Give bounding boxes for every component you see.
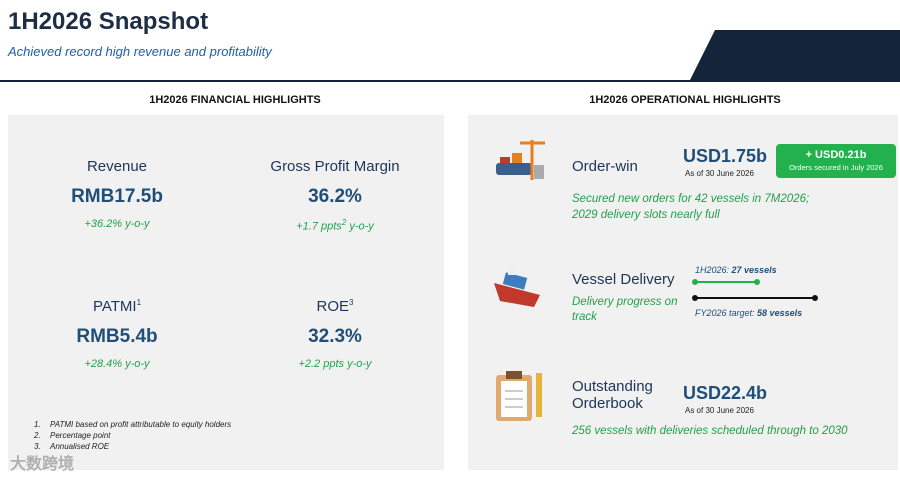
- badge-value: + USD0.21b: [805, 149, 867, 161]
- title: 1H2026 Snapshot: [8, 8, 209, 35]
- op-value: USD1.75b: [683, 146, 768, 166]
- banner-shape: [0, 30, 900, 82]
- metric-change: +36.2% y-o-y: [84, 218, 150, 230]
- footnote: Percentage point: [50, 431, 111, 440]
- progress-bars: [692, 279, 818, 301]
- target-label: FY2026 target: 58 vessels: [695, 308, 802, 318]
- text: 27 vessels: [731, 265, 777, 275]
- metric-value: RMB5.4b: [76, 326, 158, 347]
- op-detail: track: [572, 311, 597, 323]
- section-heading: 1H2026 FINANCIAL HIGHLIGHTS: [149, 94, 321, 106]
- text: ROE: [316, 298, 350, 315]
- text: FY2026 target:: [695, 308, 758, 318]
- metric-value: RMB17.5b: [71, 186, 163, 207]
- text: 58 vessels: [757, 308, 803, 318]
- text: +1.7 ppts: [296, 220, 342, 233]
- metric-value: 36.2%: [308, 186, 362, 207]
- asof: As of 30 June 2026: [685, 406, 754, 415]
- footnote-num: 3.: [34, 442, 41, 451]
- note: 3: [349, 298, 354, 307]
- footnote-num: 1.: [34, 420, 41, 429]
- badge-text: Orders secured in July 2026: [789, 163, 883, 172]
- metric-change: +2.2 ppts y-o-y: [298, 358, 372, 370]
- metric-label: ROE3: [317, 298, 354, 315]
- footnote: PATMI based on profit attributable to eq…: [50, 420, 232, 429]
- footnote-num: 2.: [34, 431, 41, 440]
- metric-value: 32.3%: [308, 326, 362, 347]
- progress-label: 1H2026: 27 vessels: [695, 265, 777, 275]
- op-label: Outstanding: [572, 378, 653, 395]
- section-heading: 1H2026 OPERATIONAL HIGHLIGHTS: [589, 94, 781, 106]
- footnote: Annualised ROE: [50, 442, 110, 451]
- note: 2: [341, 218, 347, 227]
- badge: + USD0.21b Orders secured in July 2026: [776, 144, 896, 178]
- panel: [8, 115, 444, 470]
- metric-label: PATMI1: [93, 298, 141, 315]
- text: 1H2026:: [695, 265, 732, 275]
- metric-change: +28.4% y-o-y: [84, 358, 150, 370]
- op-detail: Delivery progress on: [572, 296, 678, 308]
- metric-label: Revenue: [86, 158, 148, 175]
- icons: [494, 140, 545, 421]
- op-value: USD22.4b: [683, 383, 768, 403]
- watermark: 大数跨境: [10, 456, 75, 473]
- op-detail: Secured new orders for 42 vessels in 7M2…: [572, 193, 810, 205]
- op-label: Orderbook: [572, 395, 643, 412]
- subtitle: Achieved record high revenue and profita…: [8, 44, 272, 59]
- metric-label: Gross Profit Margin: [270, 158, 400, 175]
- note: 1: [136, 298, 142, 307]
- asof: As of 30 June 2026: [685, 169, 754, 178]
- text: y-o-y: [346, 220, 374, 233]
- metric-change: +1.7 ppts2 y-o-y: [296, 218, 374, 233]
- op-label: Vessel Delivery: [572, 271, 675, 288]
- op-detail: 2029 delivery slots nearly full: [572, 209, 720, 221]
- op-label: Order-win: [572, 158, 638, 175]
- text: PATMI: [92, 298, 137, 315]
- op-detail: 256 vessels with deliveries scheduled th…: [572, 425, 848, 437]
